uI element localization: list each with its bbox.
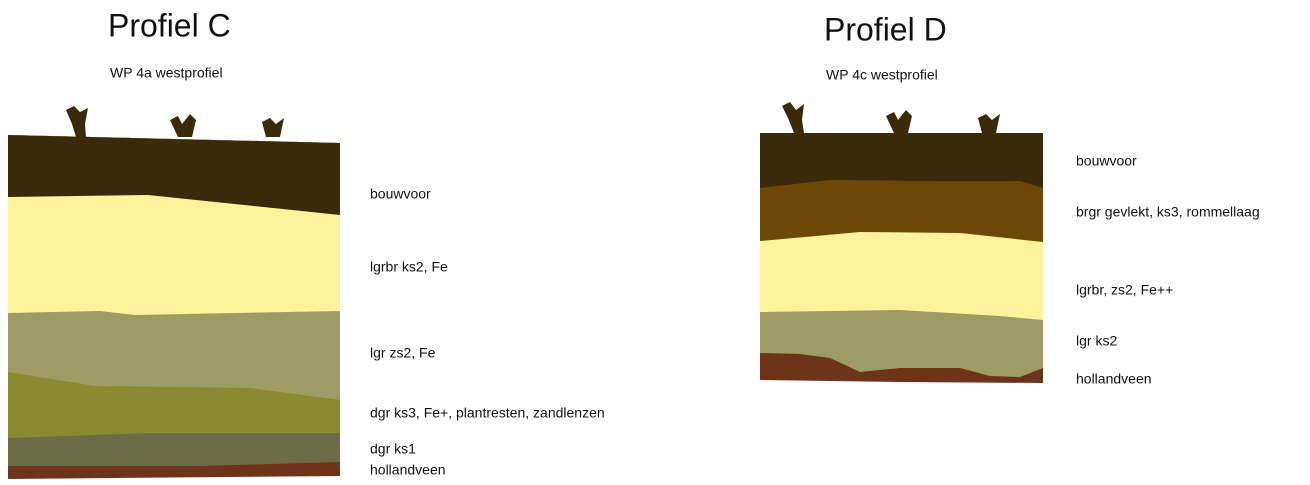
layer-label: hollandveen <box>1076 371 1152 387</box>
layer-label: hollandveen <box>370 462 446 478</box>
profile-title: Profiel C <box>108 7 231 43</box>
layer-label: brgr gevlekt, ks3, rommellaag <box>1076 204 1260 220</box>
page: Profiel C WP 4a westprofiel bouwvoor lgr… <box>0 0 1310 480</box>
profile-c: Profiel C WP 4a westprofiel bouwvoor lgr… <box>8 7 605 479</box>
layer <box>760 133 1043 188</box>
layer-label: lgr zs2, Fe <box>370 345 436 361</box>
layer-label: lgrbr, zs2, Fe++ <box>1076 282 1173 298</box>
plant-icons <box>782 102 1000 133</box>
profile-d: Profiel D WP 4c westprofiel bouwvoor brg… <box>760 11 1260 386</box>
profile-title: Profiel D <box>824 11 947 47</box>
layer-label: lgrbr ks2, Fe <box>370 259 448 275</box>
diagram: Profiel C WP 4a westprofiel bouwvoor lgr… <box>0 0 1310 480</box>
layer-label: lgr ks2 <box>1076 333 1117 349</box>
layer-label: bouwvoor <box>370 186 431 202</box>
profile-subtitle: WP 4a westprofiel <box>110 65 223 81</box>
profile-subtitle: WP 4c westprofiel <box>826 67 938 83</box>
layer-label: bouwvoor <box>1076 153 1137 169</box>
plant-icons <box>66 106 284 137</box>
layer-label: dgr ks3, Fe+, plantresten, zandlenzen <box>370 405 605 421</box>
layer-label: dgr ks1 <box>370 441 416 457</box>
